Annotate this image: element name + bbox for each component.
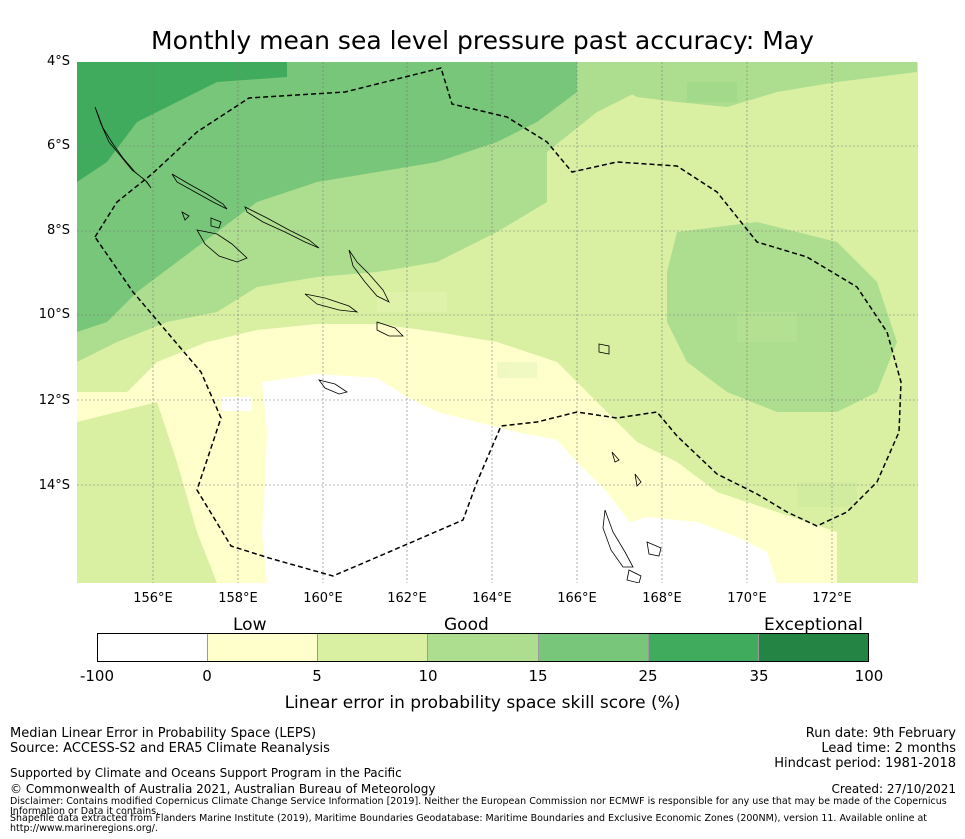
disclaimer-line: Disclaimer: Contains modified Copernicus…	[10, 796, 947, 807]
coastlines	[94, 106, 662, 583]
lon-tick-168e: 168°E	[642, 591, 682, 606]
footer-copyright: © Commonwealth of Australia 2021, Austra…	[10, 782, 436, 796]
footer-method: Median Linear Error in Probability Space…	[10, 726, 317, 741]
legend-category-good: Good	[444, 615, 489, 635]
graticule	[77, 62, 918, 583]
colorbar-segment	[318, 634, 429, 661]
lon-tick-172e: 172°E	[812, 591, 852, 606]
colorbar-tick: 0	[202, 667, 212, 685]
skill-field-5-10-south	[77, 402, 217, 583]
chart-title: Monthly mean sea level pressure past acc…	[151, 26, 814, 55]
colorbar-label: Linear error in probability space skill …	[284, 693, 681, 713]
lat-tick-8s: 8°S	[46, 223, 70, 238]
legend-category-low: Low	[233, 615, 267, 635]
disclaimer-line: http://www.marineregions.org/.	[10, 823, 158, 834]
hindcast-period: Hindcast period: 1981-2018	[774, 756, 956, 771]
lat-tick-6s: 6°S	[46, 138, 70, 153]
created-date: Created: 27/10/2021	[831, 782, 956, 796]
lat-tick-12s: 12°S	[38, 393, 70, 408]
skill-field-negative-vanuatu	[597, 517, 777, 583]
lon-tick-166e: 166°E	[557, 591, 597, 606]
colorbar-tick: 25	[638, 667, 658, 685]
skill-field-10-15-east	[667, 222, 897, 412]
colorbar-segment	[208, 634, 319, 661]
lon-tick-164e: 164°E	[472, 591, 512, 606]
colorbar-tick: 15	[528, 667, 548, 685]
colorbar-tick: 100	[854, 667, 884, 685]
colorbar-segment	[428, 634, 539, 661]
lat-tick-14s: 14°S	[38, 478, 70, 493]
colorbar-tick: 5	[312, 667, 322, 685]
skill-map-canvas	[77, 62, 918, 583]
legend-category-exceptional: Exceptional	[764, 615, 863, 635]
lon-tick-160e: 160°E	[303, 591, 343, 606]
colorbar-segment	[648, 634, 759, 661]
footer-source: Source: ACCESS-S2 and ERA5 Climate Reana…	[10, 741, 330, 756]
lon-tick-156e: 156°E	[133, 591, 173, 606]
lon-tick-170e: 170°E	[727, 591, 767, 606]
lon-tick-162e: 162°E	[387, 591, 427, 606]
colorbar-tick: 10	[418, 667, 438, 685]
colorbar-segment	[538, 634, 649, 661]
disclaimer-line: Shapefile data extracted from Flanders M…	[10, 813, 928, 824]
lat-tick-10s: 10°S	[38, 307, 70, 322]
lat-tick-4s: 4°S	[46, 54, 70, 69]
skill-map[interactable]	[77, 62, 918, 583]
colorbar-segment	[98, 634, 209, 661]
colorbar-segment	[758, 634, 868, 661]
colorbar-tick: 35	[749, 667, 769, 685]
skill-field-negative	[262, 374, 687, 583]
skill-field-negative-patch	[222, 397, 252, 411]
run-date: Run date: 9th February	[805, 726, 956, 741]
footer-support: Supported by Climate and Oceans Support …	[10, 766, 402, 780]
colorbar-tick: -100	[79, 667, 115, 685]
skill-field-25-35	[77, 62, 287, 182]
eez-boundary	[94, 67, 902, 577]
colorbar	[97, 633, 869, 662]
disclaimer-line: Information or Data it contains.	[10, 806, 160, 817]
lead-time: Lead time: 2 months	[821, 741, 956, 756]
lon-tick-158e: 158°E	[218, 591, 258, 606]
